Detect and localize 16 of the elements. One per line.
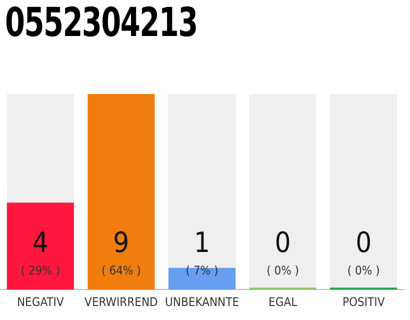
chart-title: 0552304213 bbox=[5, 0, 198, 46]
x-tick-label: UNBEKANNTE bbox=[164, 294, 240, 309]
data-label: 1 bbox=[194, 226, 210, 259]
annotation: ( 64% ) bbox=[102, 264, 141, 278]
data-label: 0 bbox=[274, 226, 291, 259]
annotation: ( 0% ) bbox=[266, 264, 300, 278]
x-tick-label: POSITIV bbox=[342, 294, 386, 309]
data-label: 9 bbox=[113, 226, 130, 259]
annotation: ( 0% ) bbox=[347, 264, 380, 278]
annotation: ( 29% ) bbox=[20, 264, 60, 278]
data-label: 4 bbox=[32, 226, 48, 259]
x-tick-label: VERWIRREND bbox=[84, 294, 158, 309]
data-label: 0 bbox=[356, 226, 372, 259]
x-tick-label: NEGATIV bbox=[16, 294, 64, 309]
annotation: ( 7% ) bbox=[186, 264, 218, 278]
x-tick-label: EGAL bbox=[268, 294, 298, 309]
